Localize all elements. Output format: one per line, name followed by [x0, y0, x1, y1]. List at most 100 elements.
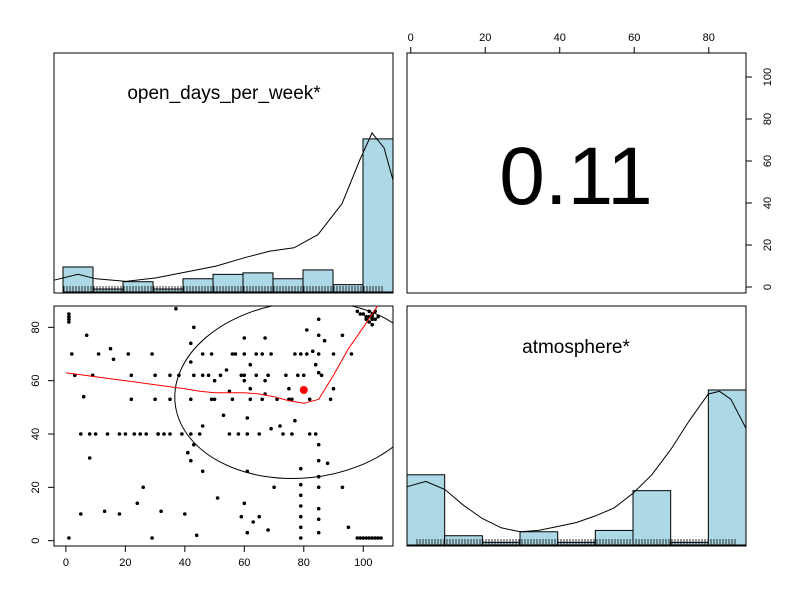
- scatter-point: [183, 512, 187, 516]
- scatter-point: [221, 413, 226, 418]
- scatter-point: [367, 309, 372, 314]
- scatter-point: [126, 352, 131, 356]
- scatter-point: [299, 466, 303, 471]
- scatter-point: [316, 485, 321, 490]
- scatter-point: [96, 352, 101, 356]
- scatter-point: [111, 357, 116, 362]
- scatter-point: [370, 322, 375, 327]
- scatter-point: [67, 317, 71, 322]
- scatter-point: [93, 432, 98, 436]
- scatter-point: [376, 314, 380, 319]
- scatter-point: [108, 346, 113, 351]
- open-days-bar-8: [302, 269, 334, 293]
- scatter-point: [316, 442, 321, 447]
- scatter-point: [230, 397, 235, 402]
- scatter-point: [299, 525, 303, 530]
- scatter-point: [340, 485, 345, 490]
- scatter-point: [254, 352, 258, 356]
- scatter-point: [278, 424, 282, 428]
- scatter-point: [245, 530, 250, 535]
- corr-ytick-label-0: 0: [762, 284, 774, 290]
- scatter-point: [316, 317, 321, 322]
- scatter-point: [355, 536, 360, 540]
- scatter-point: [299, 482, 303, 487]
- scatter-point: [159, 509, 163, 514]
- scatter-point: [168, 432, 172, 436]
- scatter-point: [361, 312, 366, 316]
- scatter-point: [129, 373, 134, 378]
- scatter-point: [67, 312, 71, 316]
- scatter-point: [310, 349, 315, 354]
- scatter-point: [117, 432, 122, 436]
- scatter-point: [299, 352, 303, 356]
- scatter-point: [248, 362, 253, 367]
- corr-ytick-label-5: 100: [762, 68, 774, 86]
- scatter-point: [200, 352, 205, 356]
- scatter-point: [150, 352, 154, 356]
- scatter-point: [84, 333, 89, 338]
- correlation-panel: 0 20 40 60 80 0 20 40 60 80 100: [408, 32, 774, 290]
- scatter-point: [269, 426, 273, 431]
- scatter-point: [322, 338, 327, 343]
- scatter-point: [180, 432, 184, 436]
- open-days-bar-9: [332, 284, 364, 293]
- scatter-point: [144, 432, 148, 436]
- scatter-point: [192, 373, 196, 378]
- scatter-point: [194, 533, 199, 538]
- scatter-point: [245, 432, 250, 436]
- scatter-point: [373, 536, 378, 540]
- scatter-point: [364, 317, 369, 322]
- open-days-rug: [63, 286, 383, 292]
- scatter-loess-line: [65, 306, 379, 404]
- scatter-point: [367, 536, 372, 540]
- correlation-value: 0.11: [499, 131, 653, 222]
- open-days-bar-2: [122, 281, 154, 293]
- corr-ytick-label-3: 60: [762, 155, 774, 167]
- scatter-ytick-label-4: 80: [30, 321, 42, 333]
- scatter-point: [370, 317, 375, 322]
- open-days-bar-5: [212, 273, 244, 293]
- scatter-point: [227, 432, 232, 436]
- scatter-point: [67, 536, 71, 540]
- scatter-point: [67, 320, 71, 324]
- scatter-point: [242, 501, 247, 506]
- corr-xtick-label-3: 60: [628, 32, 640, 44]
- scatter-point: [290, 432, 294, 436]
- atmosphere-bar-3: [519, 531, 559, 546]
- scatter-point: [299, 504, 303, 508]
- scatter-point: [316, 458, 321, 463]
- scatter-xtick-label-0: 0: [63, 557, 69, 569]
- scatter-point: [316, 517, 321, 522]
- scatter-ytick-label-0: 0: [30, 538, 42, 544]
- scatter-ytick-label-2: 40: [30, 428, 42, 440]
- atmosphere-rug: [416, 539, 736, 545]
- scatter-point: [70, 352, 74, 356]
- scatter-point: [200, 424, 205, 428]
- scatter-point: [275, 397, 279, 402]
- scatter-point: [248, 397, 253, 402]
- scatter-point: [236, 432, 241, 436]
- scatter-xtick-label-2: 40: [179, 557, 191, 569]
- corr-xtick-label-2: 40: [554, 32, 566, 44]
- scatter-point: [129, 397, 134, 402]
- scatter-point: [79, 512, 83, 516]
- corr-ytick-label-4: 80: [762, 113, 774, 125]
- scatter-point: [156, 432, 160, 436]
- atmosphere-density-line: [406, 390, 747, 533]
- scatter-point: [87, 432, 92, 436]
- scatter-point: [233, 352, 238, 356]
- open-days-bar-1: [92, 288, 124, 293]
- scatter-point: [192, 325, 196, 330]
- scatter-point: [307, 432, 312, 436]
- corr-xtick-label-1: 20: [479, 32, 491, 44]
- scatter-point: [260, 397, 265, 402]
- scatter-point: [242, 378, 247, 383]
- scatter-point: [305, 328, 309, 332]
- scatter-point: [376, 536, 380, 540]
- scatter-point: [224, 368, 229, 372]
- scatter-point: [290, 397, 294, 402]
- scatter-point: [299, 514, 303, 519]
- histogram-open-days: [53, 132, 394, 293]
- scatter-point: [364, 536, 369, 540]
- scatter-point: [307, 397, 312, 402]
